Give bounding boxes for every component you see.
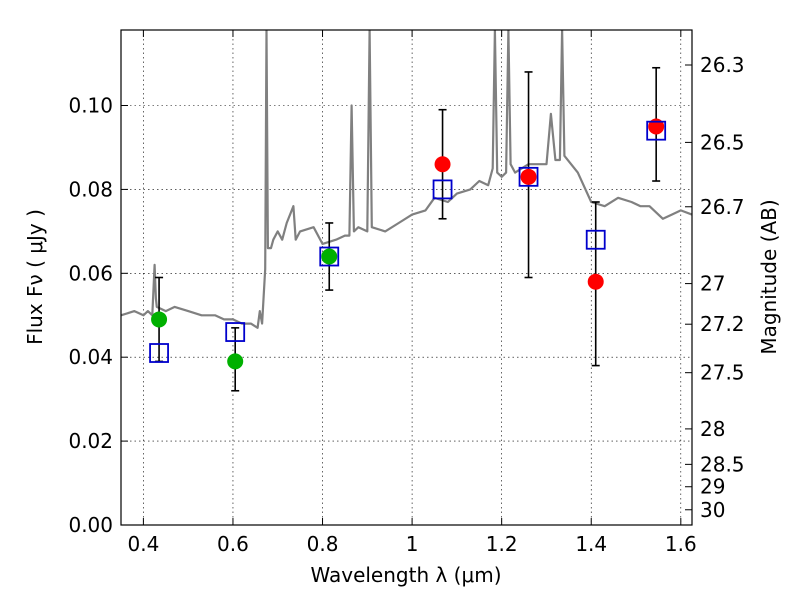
grid-lines [121, 30, 692, 526]
right-tick-label: 26.3 [700, 53, 745, 77]
model-square-marker [319, 246, 340, 267]
right-tick-label: 26.7 [700, 195, 745, 219]
right-tick-label: 28.5 [700, 452, 745, 476]
right-tick-label: 27 [700, 272, 725, 296]
y-tick-label: 0.04 [68, 345, 113, 369]
plot-frame [120, 29, 693, 526]
model-square-marker [585, 229, 606, 250]
right-tick-label: 27.2 [700, 312, 745, 336]
green-data-point [151, 311, 168, 328]
y-axis-title: Flux Fν ( μJy ) [23, 209, 47, 345]
y-tick-label: 0.10 [68, 94, 113, 118]
right-tick-label: 29 [700, 475, 725, 499]
x-tick-label: 1.2 [486, 532, 518, 556]
model-square-marker [225, 322, 246, 342]
x-tick-label: 1 [406, 532, 419, 556]
axis-ticks [121, 30, 692, 526]
model-square-marker [149, 343, 169, 363]
x-tick-label: 1.4 [575, 532, 607, 556]
x-tick-label: 0.4 [127, 532, 159, 556]
y-tick-label: 0.00 [68, 513, 113, 537]
x-tick-label: 0.6 [217, 532, 249, 556]
right-tick-label: 26.5 [700, 130, 745, 154]
x-axis-title: Wavelength λ (μm) [310, 563, 501, 587]
model-square-marker [518, 166, 539, 187]
tick-labels: 0.4 0.6 0.8 1 1.2 1.4 1.6 0.00 0.02 0.04 0.06 0.08 0… [68, 53, 744, 556]
right-axis-title: Magnitude (AB) [757, 199, 781, 354]
right-tick-label: 30 [700, 498, 725, 522]
template-spectrum-line [121, 30, 692, 329]
model-square-marker [432, 179, 453, 200]
x-tick-label: 1.6 [665, 532, 697, 556]
right-tick-label: 28 [700, 417, 725, 441]
red-data-point [520, 168, 537, 185]
y-tick-label: 0.06 [68, 261, 113, 285]
green-data-point [227, 353, 244, 370]
red-data-point [434, 156, 451, 173]
y-tick-label: 0.02 [68, 429, 113, 453]
green-data-point [321, 248, 338, 265]
model-square-marker [646, 120, 667, 141]
right-tick-label: 27.5 [700, 361, 745, 385]
plot-area [121, 30, 692, 392]
y-tick-label: 0.08 [68, 177, 113, 201]
x-tick-label: 0.8 [307, 532, 339, 556]
data-points [149, 118, 667, 370]
red-data-point [587, 273, 604, 290]
